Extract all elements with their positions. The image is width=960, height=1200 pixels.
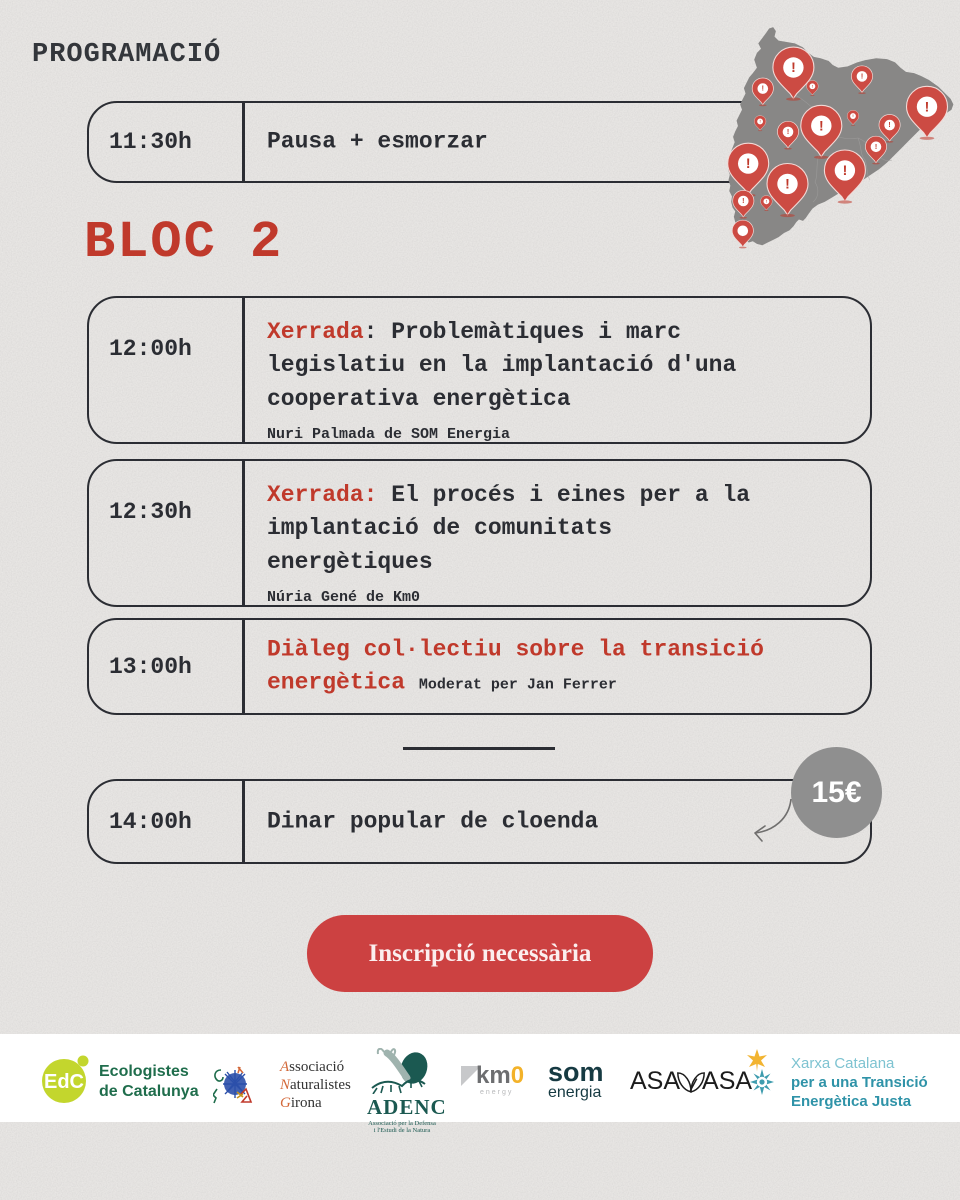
svg-text:EdC: EdC [44, 1071, 84, 1093]
